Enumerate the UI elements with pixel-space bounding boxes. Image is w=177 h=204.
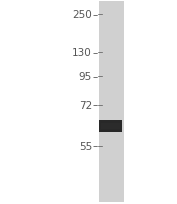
Text: –: – — [92, 100, 97, 110]
Text: –: – — [92, 10, 97, 20]
Text: –: – — [92, 72, 97, 81]
Text: –: – — [92, 48, 97, 58]
Text: 250: 250 — [72, 10, 92, 20]
Bar — [99, 2, 124, 202]
Text: 95: 95 — [79, 72, 92, 81]
Text: 55: 55 — [79, 141, 92, 151]
Bar — [99, 121, 122, 132]
Text: –: – — [92, 141, 97, 151]
Text: 72: 72 — [79, 100, 92, 110]
Bar — [101, 124, 120, 129]
Text: 130: 130 — [72, 48, 92, 58]
